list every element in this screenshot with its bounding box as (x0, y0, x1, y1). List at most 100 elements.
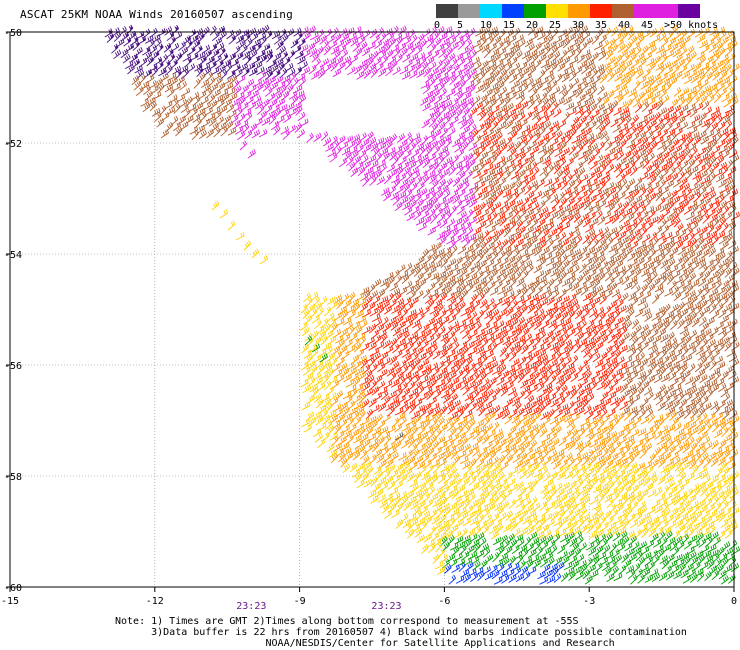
wind-barb (544, 85, 552, 96)
wind-barb (377, 67, 387, 78)
wind-barb (474, 101, 484, 111)
wind-barb (623, 281, 633, 291)
wind-barb (427, 95, 436, 105)
wind-barb (558, 84, 567, 95)
wind-barb (124, 60, 134, 69)
wind-barb (514, 124, 523, 134)
wind-barb (512, 119, 522, 129)
wind-barb (459, 119, 468, 130)
wind-barb (493, 52, 501, 63)
wind-barb (595, 64, 605, 73)
wind-barb (231, 98, 240, 107)
wind-barb (239, 62, 249, 72)
wind-barb (447, 52, 456, 63)
wind-barb (583, 70, 592, 80)
wind-barb (551, 511, 559, 521)
wind-barb (241, 67, 250, 78)
wind-barb (415, 159, 424, 169)
wind-barb (584, 93, 594, 103)
wind-barb (168, 53, 176, 64)
wind-barb (219, 88, 229, 97)
wind-barb (298, 94, 307, 105)
wind-barb (413, 489, 423, 499)
wind-barb (438, 121, 446, 132)
wind-barb (454, 53, 464, 62)
wind-barb (530, 87, 538, 98)
wind-barb (352, 450, 361, 461)
wind-barb (401, 71, 411, 80)
wind-barb (504, 545, 513, 555)
wind-barb (657, 196, 666, 207)
wind-barb (395, 185, 404, 195)
wind-barb (556, 97, 565, 106)
wind-barb (711, 106, 720, 115)
wind-barb (199, 55, 207, 66)
wind-barb (215, 59, 224, 69)
wind-barb (425, 146, 433, 157)
wind-barb (435, 116, 444, 127)
wind-barb (201, 44, 211, 54)
wind-barb (449, 75, 457, 86)
wind-barb (442, 336, 450, 348)
wind-barb (384, 140, 393, 150)
legend-swatch (436, 4, 458, 18)
wind-barb (343, 37, 352, 48)
wind-barb (382, 151, 390, 162)
wind-barb (359, 41, 368, 51)
wind-barb (466, 62, 475, 72)
wind-barb (370, 476, 378, 487)
wind-barb (127, 64, 135, 75)
wind-barb (543, 120, 552, 131)
wind-barb (320, 58, 330, 68)
wind-barb (548, 40, 557, 51)
lon-tick-label: -12 (146, 596, 164, 607)
wind-barb (211, 106, 221, 115)
wind-barb (465, 301, 474, 311)
wind-barb (165, 121, 174, 132)
wind-barb (404, 58, 413, 69)
wind-barb (356, 479, 365, 489)
wind-barb (427, 226, 437, 236)
wind-barb (588, 63, 596, 74)
wind-barb (333, 33, 342, 43)
wind-barb (451, 546, 460, 556)
wind-barb (435, 59, 443, 70)
wind-barb (631, 114, 639, 125)
wind-barb (647, 78, 655, 89)
wind-barb (206, 128, 214, 139)
wind-barb (145, 74, 155, 84)
wind-barb (442, 58, 451, 69)
wind-barb (583, 53, 593, 63)
wind-barb (462, 107, 470, 118)
wind-barb (385, 66, 393, 77)
wind-barb (333, 50, 341, 60)
wind-barb (653, 55, 661, 66)
wind-barb (298, 76, 306, 87)
wind-barb (576, 54, 585, 64)
wind-barb (327, 148, 336, 158)
wind-barb (634, 177, 643, 187)
wind-barb (219, 30, 227, 41)
wind-barb (731, 211, 740, 221)
wind-barb (449, 542, 459, 551)
wind-barb (430, 140, 439, 150)
wind-barb (696, 34, 706, 43)
wind-barb (247, 101, 257, 111)
wind-barb (351, 150, 359, 160)
wind-barb (728, 92, 738, 102)
wind-barb (499, 216, 507, 227)
map-title: ASCAT 25KM NOAA Winds 20160507 ascending (20, 8, 293, 21)
wind-barb (510, 113, 519, 123)
time-label: 23:23 (371, 601, 401, 612)
wind-barb (457, 39, 465, 51)
wind-barb (151, 50, 160, 60)
wind-barb (521, 548, 529, 559)
wind-barb (604, 141, 613, 151)
wind-barb (160, 129, 170, 139)
wind-barb (634, 511, 643, 522)
wind-barb (385, 271, 394, 281)
wind-barb (269, 98, 278, 108)
wind-barb (629, 519, 639, 528)
wind-barb (538, 257, 547, 267)
wind-barb (660, 464, 670, 474)
